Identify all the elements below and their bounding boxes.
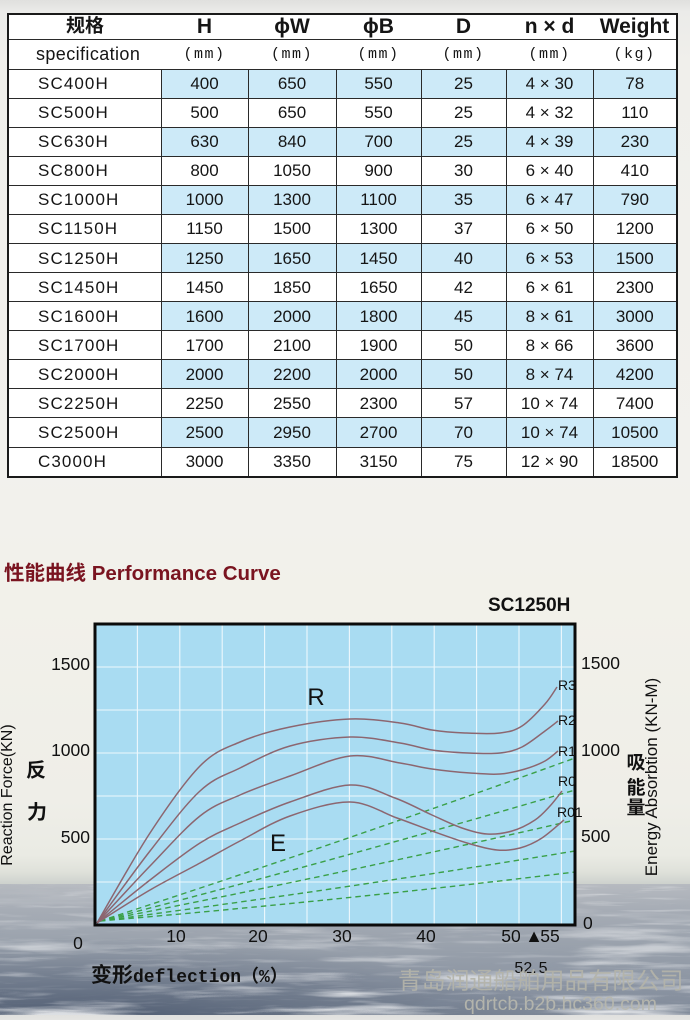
- svg-text:52.5: 52. 5: [514, 960, 547, 977]
- svg-text:变形deflection（%）: 变形deflection（%）: [91, 963, 288, 988]
- svg-text:R1: R1: [558, 743, 576, 759]
- svg-text:R0: R0: [558, 773, 576, 789]
- svg-text:SC1250H: SC1250H: [488, 595, 570, 616]
- svg-text:500: 500: [581, 826, 610, 846]
- svg-text:1500: 1500: [581, 653, 620, 673]
- svg-text:力: 力: [27, 802, 47, 824]
- svg-text:E: E: [270, 830, 286, 857]
- svg-text:0: 0: [73, 933, 83, 953]
- svg-text:能: 能: [626, 777, 645, 799]
- svg-text:1000: 1000: [51, 740, 90, 760]
- svg-text:20: 20: [248, 926, 268, 946]
- svg-text:30: 30: [332, 926, 352, 946]
- svg-text:青岛润通船舶用品有限公司: 青岛润通船舶用品有限公司: [398, 968, 684, 995]
- svg-text:R2: R2: [558, 712, 576, 728]
- svg-text:R3: R3: [558, 677, 576, 693]
- svg-text:▲: ▲: [525, 926, 543, 946]
- svg-text:R: R: [307, 684, 324, 711]
- svg-text:Reaction Force(KN): Reaction Force(KN): [0, 724, 16, 865]
- svg-text:1500: 1500: [51, 654, 90, 674]
- svg-text:量: 量: [626, 798, 645, 819]
- svg-text:Energy Absorbtion (KN-M): Energy Absorbtion (KN-M): [642, 678, 661, 876]
- svg-text:0: 0: [583, 913, 593, 933]
- svg-text:反: 反: [26, 760, 46, 782]
- svg-text:500: 500: [61, 827, 90, 847]
- svg-text:吸: 吸: [626, 753, 645, 774]
- svg-text:50: 50: [501, 926, 521, 946]
- svg-text:10: 10: [166, 926, 186, 946]
- svg-text:R01: R01: [557, 804, 583, 820]
- svg-text:40: 40: [416, 926, 436, 946]
- svg-text:1000: 1000: [581, 740, 620, 760]
- svg-text:55: 55: [540, 926, 559, 946]
- svg-text:qdrtcb.b2b.hc360.com: qdrtcb.b2b.hc360.com: [464, 993, 657, 1015]
